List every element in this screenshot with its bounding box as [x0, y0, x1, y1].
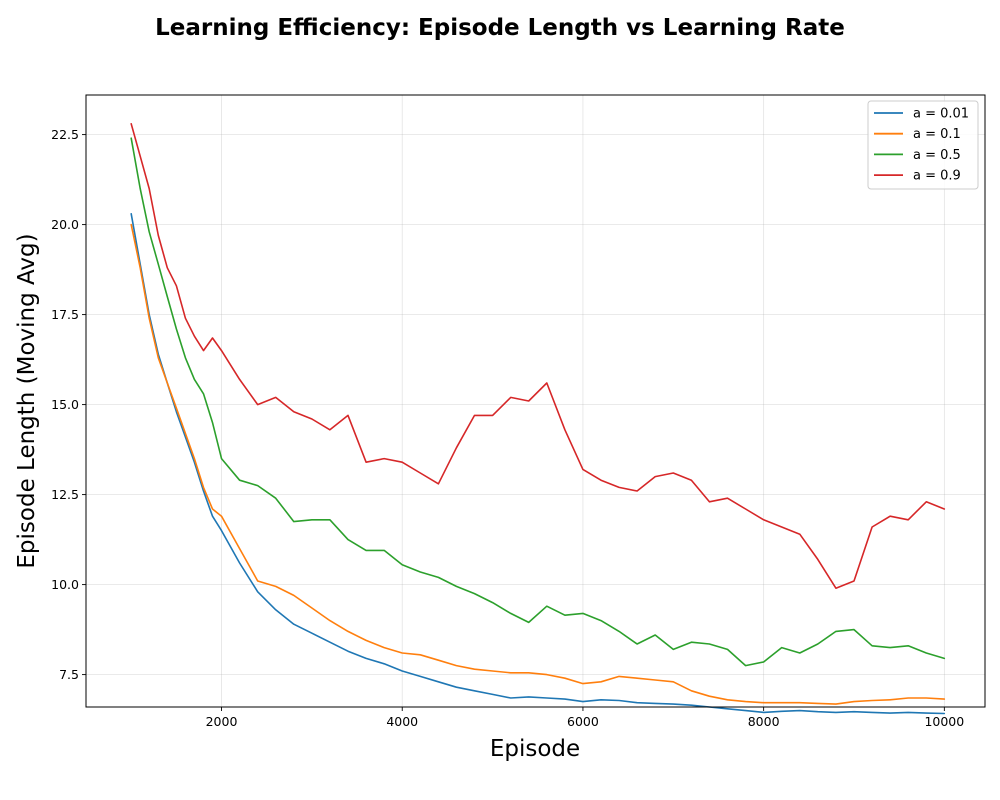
y-tick-label: 20.0 — [51, 217, 79, 232]
legend-label: a = 0.5 — [913, 148, 961, 163]
series-line-a-0-1 — [130, 223, 946, 705]
x-tick-label: 4000 — [386, 714, 418, 729]
y-tick-label: 22.5 — [51, 127, 79, 142]
y-tick-label: 15.0 — [51, 397, 79, 412]
y-tick-label: 17.5 — [51, 307, 79, 322]
series-line-a-0-01 — [130, 213, 946, 715]
legend-label: a = 0.9 — [913, 169, 961, 184]
chart-title: Learning Efficiency: Episode Length vs L… — [155, 15, 845, 41]
plot-frame — [85, 94, 986, 708]
y-axis-label: Episode Length (Moving Avg) — [14, 233, 40, 568]
y-axis-ticks: 7.5 10.0 12.5 15.0 17.5 20.0 22.5 — [51, 127, 86, 682]
legend-label: a = 0.1 — [913, 127, 961, 142]
y-tick-label: 7.5 — [59, 667, 79, 682]
x-axis-label: Episode — [490, 736, 580, 762]
x-tick-label: 2000 — [206, 714, 238, 729]
x-tick-label: 8000 — [748, 714, 780, 729]
series-line-a-0-5 — [130, 137, 946, 667]
y-tick-label: 10.0 — [51, 577, 79, 592]
grid — [86, 95, 985, 707]
legend-frame — [867, 100, 979, 190]
legend-label: a = 0.01 — [913, 107, 969, 122]
x-tick-label: 10000 — [924, 714, 964, 729]
x-tick-label: 6000 — [567, 714, 599, 729]
x-axis-ticks: 2000 4000 6000 8000 10000 — [206, 707, 964, 729]
series-layer — [130, 123, 946, 715]
legend: a = 0.01 a = 0.1 a = 0.5 a = 0.9 — [867, 100, 979, 190]
series-line-a-0-9 — [130, 123, 946, 590]
y-tick-label: 12.5 — [51, 487, 79, 502]
